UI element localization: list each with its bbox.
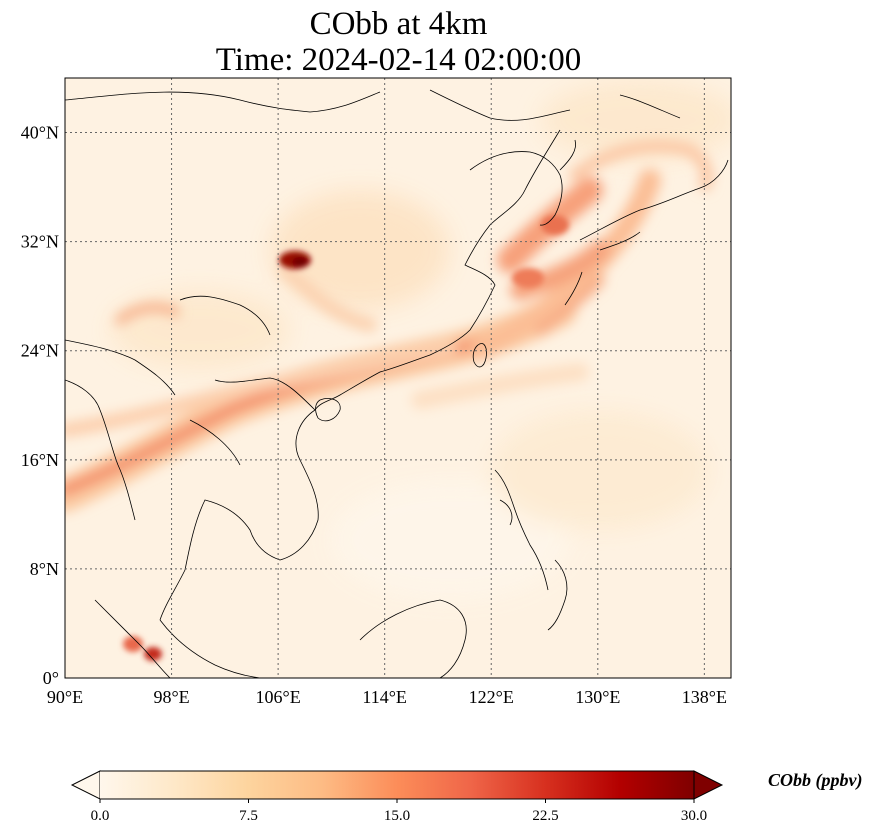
colorbar-label: CObb (ppbv) [768,770,862,791]
colorbar-extend-max [693,770,724,800]
colorbar-tick-label: 0.0 [91,808,110,824]
lat-tick-label: 24°N [21,341,59,361]
lon-tick-label: 90°E [47,687,83,707]
colorbar-tick-label: 22.5 [532,808,558,824]
lon-tick-label: 114°E [362,687,407,707]
lon-tick-label: 122°E [469,687,514,707]
latitude-tick-labels: 0° 8°N 16°N 24°N 32°N 40°N [21,123,59,688]
colorbar-tick-label: 7.5 [239,808,258,824]
lat-tick-label: 32°N [21,232,59,252]
colorbar-tick-label: 15.0 [384,808,410,824]
colorbar: 0.0 7.5 15.0 22.5 30.0 CObb (ppbv) [70,770,862,824]
lat-tick-label: 8°N [30,559,59,579]
concentration-field [65,78,731,678]
lat-tick-label: 40°N [21,123,59,143]
lon-tick-label: 138°E [682,687,727,707]
colorbar-extend-min [70,770,101,800]
colorbar-tick-label: 30.0 [681,808,707,824]
coastlines [65,89,729,678]
lat-tick-label: 16°N [21,450,59,470]
lon-tick-label: 98°E [153,687,189,707]
colorbar-gradient [100,771,694,799]
longitude-tick-labels: 90°E 98°E 106°E 114°E 122°E 130°E 138°E [47,687,727,707]
lon-tick-label: 106°E [256,687,301,707]
map-title-line1: CObb at 4km [309,6,488,42]
lon-tick-label: 130°E [575,687,620,707]
lat-tick-label: 0° [43,668,59,688]
map-frame [64,77,732,679]
colorbar-ticks: 0.0 7.5 15.0 22.5 30.0 [91,799,707,824]
map-title-line2: Time: 2024-02-14 02:00:00 [215,42,582,78]
